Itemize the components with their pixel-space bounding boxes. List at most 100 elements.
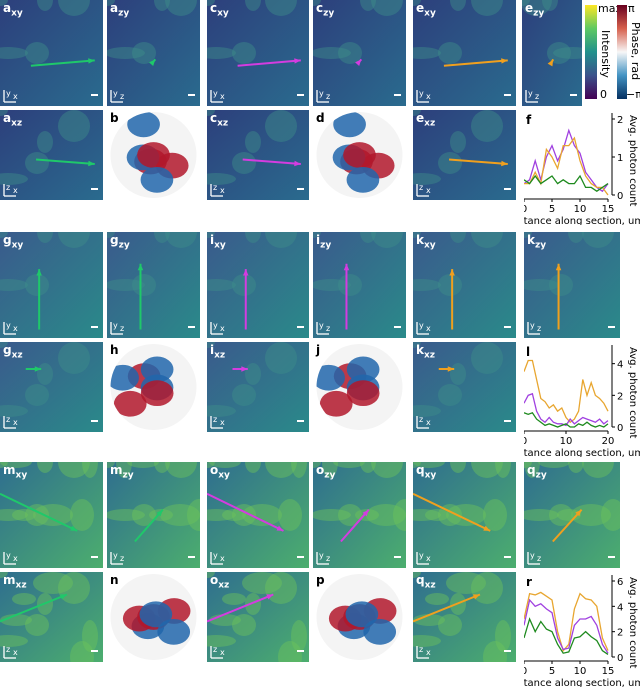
cell-blob — [291, 462, 307, 478]
phase-region — [127, 112, 160, 138]
svg-text:y: y — [419, 551, 424, 560]
phase-sphere-j: j — [313, 342, 406, 432]
panel-subscript: xz — [424, 118, 436, 129]
svg-text:y: y — [419, 89, 424, 98]
cell-blob — [33, 504, 73, 526]
cell-blob — [425, 593, 449, 605]
cell-blob — [132, 42, 156, 64]
svg-text:x: x — [13, 554, 18, 563]
y-axis-label: Avg. photon count — [627, 347, 638, 439]
phase-colorbar — [617, 5, 627, 99]
panel-subscript: xz — [11, 118, 23, 129]
cell-blob — [524, 462, 540, 478]
panel-subscript: zy — [118, 240, 130, 251]
cell-blob — [207, 173, 236, 185]
panel-label: kxz — [416, 343, 435, 360]
panel-subscript: zy — [534, 240, 547, 251]
scale-bar — [504, 94, 511, 96]
cell-blob — [393, 499, 406, 531]
cell-blob — [0, 462, 8, 468]
y-tick-label: 1 — [617, 153, 623, 164]
phase-min-label: −π — [626, 88, 640, 101]
cell-blob — [371, 0, 403, 16]
cell-blob — [127, 462, 159, 468]
y-tick-label: 0 — [617, 191, 623, 202]
cell-blob — [0, 572, 8, 578]
panel-letter: m — [3, 463, 16, 477]
svg-text:z: z — [213, 645, 217, 654]
cell-blob — [222, 509, 246, 521]
panel-letter: a — [3, 1, 12, 15]
panel-subscript: zy — [118, 8, 130, 19]
svg-text:y: y — [113, 89, 118, 98]
section-arrow — [36, 269, 42, 330]
svg-text:x: x — [426, 324, 431, 333]
cell-blob — [524, 509, 559, 521]
microscopy-image-ixy: y x ixy — [207, 232, 309, 338]
cell-blob — [413, 462, 445, 468]
svg-text:y: y — [419, 321, 424, 330]
cell-blob — [132, 504, 156, 526]
panel-letter: k — [416, 343, 424, 357]
microscopy-image-kxz: z x kxz — [413, 342, 516, 432]
panel-letter: g — [3, 343, 12, 357]
cell-blob — [568, 232, 584, 243]
cell-blob — [207, 635, 236, 647]
microscopy-image-cxz: z x cxz — [207, 110, 309, 200]
scale-bar — [608, 326, 615, 328]
svg-text:x: x — [220, 92, 225, 101]
cell-blob — [209, 614, 241, 626]
x-tick-label: 0 — [524, 436, 527, 447]
panel-letter: p — [316, 573, 325, 587]
phase-region — [346, 356, 380, 383]
cell-blob — [450, 232, 466, 243]
svg-text:z: z — [120, 324, 124, 333]
x-tick-label: 10 — [574, 204, 587, 215]
phase-region — [319, 390, 353, 417]
svg-text:x: x — [13, 648, 18, 657]
scale-bar — [504, 420, 511, 422]
cell-blob — [0, 279, 28, 291]
scale-bar — [91, 650, 98, 652]
cell-blob — [450, 131, 466, 153]
scale-bar — [297, 326, 304, 328]
y-tick-label: 0 — [617, 653, 623, 664]
svg-text:y: y — [530, 551, 535, 560]
phase-sphere-n: n — [107, 572, 200, 662]
cell-blob — [278, 499, 302, 531]
phase-max-label: π — [628, 2, 635, 15]
panel-label: h — [110, 343, 119, 360]
cell-blob — [438, 42, 462, 64]
cell-blob — [313, 0, 321, 6]
cell-blob — [0, 47, 28, 59]
cell-blob — [413, 614, 445, 626]
cell-blob — [242, 572, 282, 594]
svg-text:y: y — [6, 89, 11, 98]
cell-blob — [207, 572, 215, 578]
cell-blob — [58, 0, 90, 16]
microscopy-image-izy: y z izy — [313, 232, 406, 338]
section-arrow — [449, 269, 455, 330]
cell-blob — [0, 509, 28, 521]
y-axis-label: Avg. photon count — [627, 577, 638, 669]
cell-blob — [25, 42, 49, 64]
panel-label: izy — [316, 233, 331, 250]
phase-sphere-d: d — [313, 110, 406, 200]
series-line — [523, 617, 609, 656]
svg-text:x: x — [13, 324, 18, 333]
scale-bar — [504, 556, 511, 558]
cell-blob — [413, 405, 441, 417]
svg-text:x: x — [220, 418, 225, 427]
svg-text:z: z — [6, 183, 10, 192]
cell-blob — [313, 47, 351, 59]
cell-blob — [12, 593, 36, 605]
svg-text:z: z — [537, 324, 541, 333]
